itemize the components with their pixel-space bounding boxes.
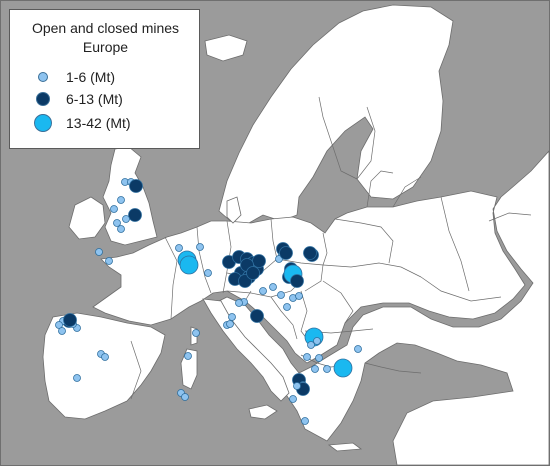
mine-markers	[55, 178, 362, 425]
border-line	[356, 106, 376, 180]
map-legend: Open and closed mines Europe 1-6 (Mt) 6-…	[9, 9, 200, 149]
legend-item-medium: 6-13 (Mt)	[10, 88, 201, 110]
mine-marker-small	[301, 417, 309, 425]
border-line	[130, 340, 142, 400]
mine-marker-small	[181, 393, 189, 401]
mine-marker-small	[204, 269, 212, 277]
mine-marker-small	[175, 244, 183, 252]
mine-marker-small	[311, 365, 319, 373]
border-line	[322, 262, 422, 278]
legend-title: Open and closed mines	[31, 20, 180, 36]
mine-marker-medium	[290, 274, 304, 288]
mine-marker-small	[283, 303, 291, 311]
legend-subtitle: Europe	[82, 39, 129, 55]
border-line	[318, 96, 358, 180]
border-line	[322, 280, 354, 324]
mine-marker-small	[110, 205, 118, 213]
mine-marker-small	[289, 395, 297, 403]
mine-marker-small	[196, 243, 204, 251]
mine-marker-small	[269, 283, 277, 291]
mine-marker-small	[95, 248, 103, 256]
mine-marker-small	[235, 299, 243, 307]
legend-symbol-medium	[36, 92, 50, 106]
border-line	[420, 276, 502, 302]
mine-marker-large	[179, 255, 199, 275]
border-line	[270, 296, 298, 340]
mine-marker-small	[295, 292, 303, 300]
mine-marker-small	[117, 196, 125, 204]
sardinia-landmass	[180, 348, 198, 390]
legend-label-large: 13-42 (Mt)	[66, 115, 131, 131]
mine-marker-medium	[128, 208, 142, 222]
scandinavia-landmass	[218, 4, 454, 226]
border-line	[164, 236, 178, 320]
mine-marker-small	[226, 320, 234, 328]
mine-marker-small	[259, 287, 267, 295]
mine-marker-small	[228, 313, 236, 321]
mine-marker-medium	[279, 246, 293, 260]
mine-marker-large	[333, 358, 353, 378]
mine-marker-small	[313, 337, 321, 345]
mine-marker-medium	[252, 254, 266, 268]
legend-item-large: 13-42 (Mt)	[10, 112, 201, 134]
mine-marker-small	[192, 329, 200, 337]
border-line	[366, 170, 394, 208]
border-line	[488, 212, 532, 222]
border-line	[196, 226, 212, 294]
mine-marker-small	[315, 354, 323, 362]
legend-symbol-small	[38, 72, 48, 82]
sicily-landmass	[248, 404, 278, 420]
mine-marker-small	[101, 353, 109, 361]
border-line	[392, 176, 422, 208]
mine-marker-small	[277, 291, 285, 299]
mine-marker-medium	[246, 266, 260, 280]
legend-item-small: 1-6 (Mt)	[10, 66, 201, 88]
mine-marker-small	[323, 365, 331, 373]
mine-marker-small	[303, 353, 311, 361]
mine-marker-small	[122, 215, 130, 223]
iceland-landmass	[204, 34, 248, 62]
border-line	[364, 362, 422, 374]
mine-marker-small	[105, 257, 113, 265]
mine-marker-small	[58, 327, 66, 335]
border-line	[334, 218, 394, 264]
denmark-landmass	[226, 196, 242, 224]
mine-marker-small	[55, 321, 63, 329]
iberia-landmass	[42, 312, 166, 420]
mine-marker-medium	[303, 246, 317, 260]
crete-landmass	[327, 442, 363, 452]
mine-marker-medium	[129, 179, 143, 193]
mine-marker-small	[293, 382, 301, 390]
mine-marker-small	[184, 352, 192, 360]
mine-marker-small	[117, 225, 125, 233]
mine-marker-medium	[250, 309, 264, 323]
ireland-landmass	[68, 196, 106, 240]
border-line	[440, 196, 470, 292]
legend-label-small: 1-6 (Mt)	[66, 69, 115, 85]
mine-marker-medium	[63, 313, 77, 327]
mine-marker-small	[73, 374, 81, 382]
mine-marker-small	[307, 341, 315, 349]
mine-marker-small	[113, 219, 121, 227]
border-line	[322, 232, 328, 266]
legend-symbol-large	[34, 114, 52, 132]
mine-marker-small	[354, 345, 362, 353]
legend-label-medium: 6-13 (Mt)	[66, 91, 123, 107]
